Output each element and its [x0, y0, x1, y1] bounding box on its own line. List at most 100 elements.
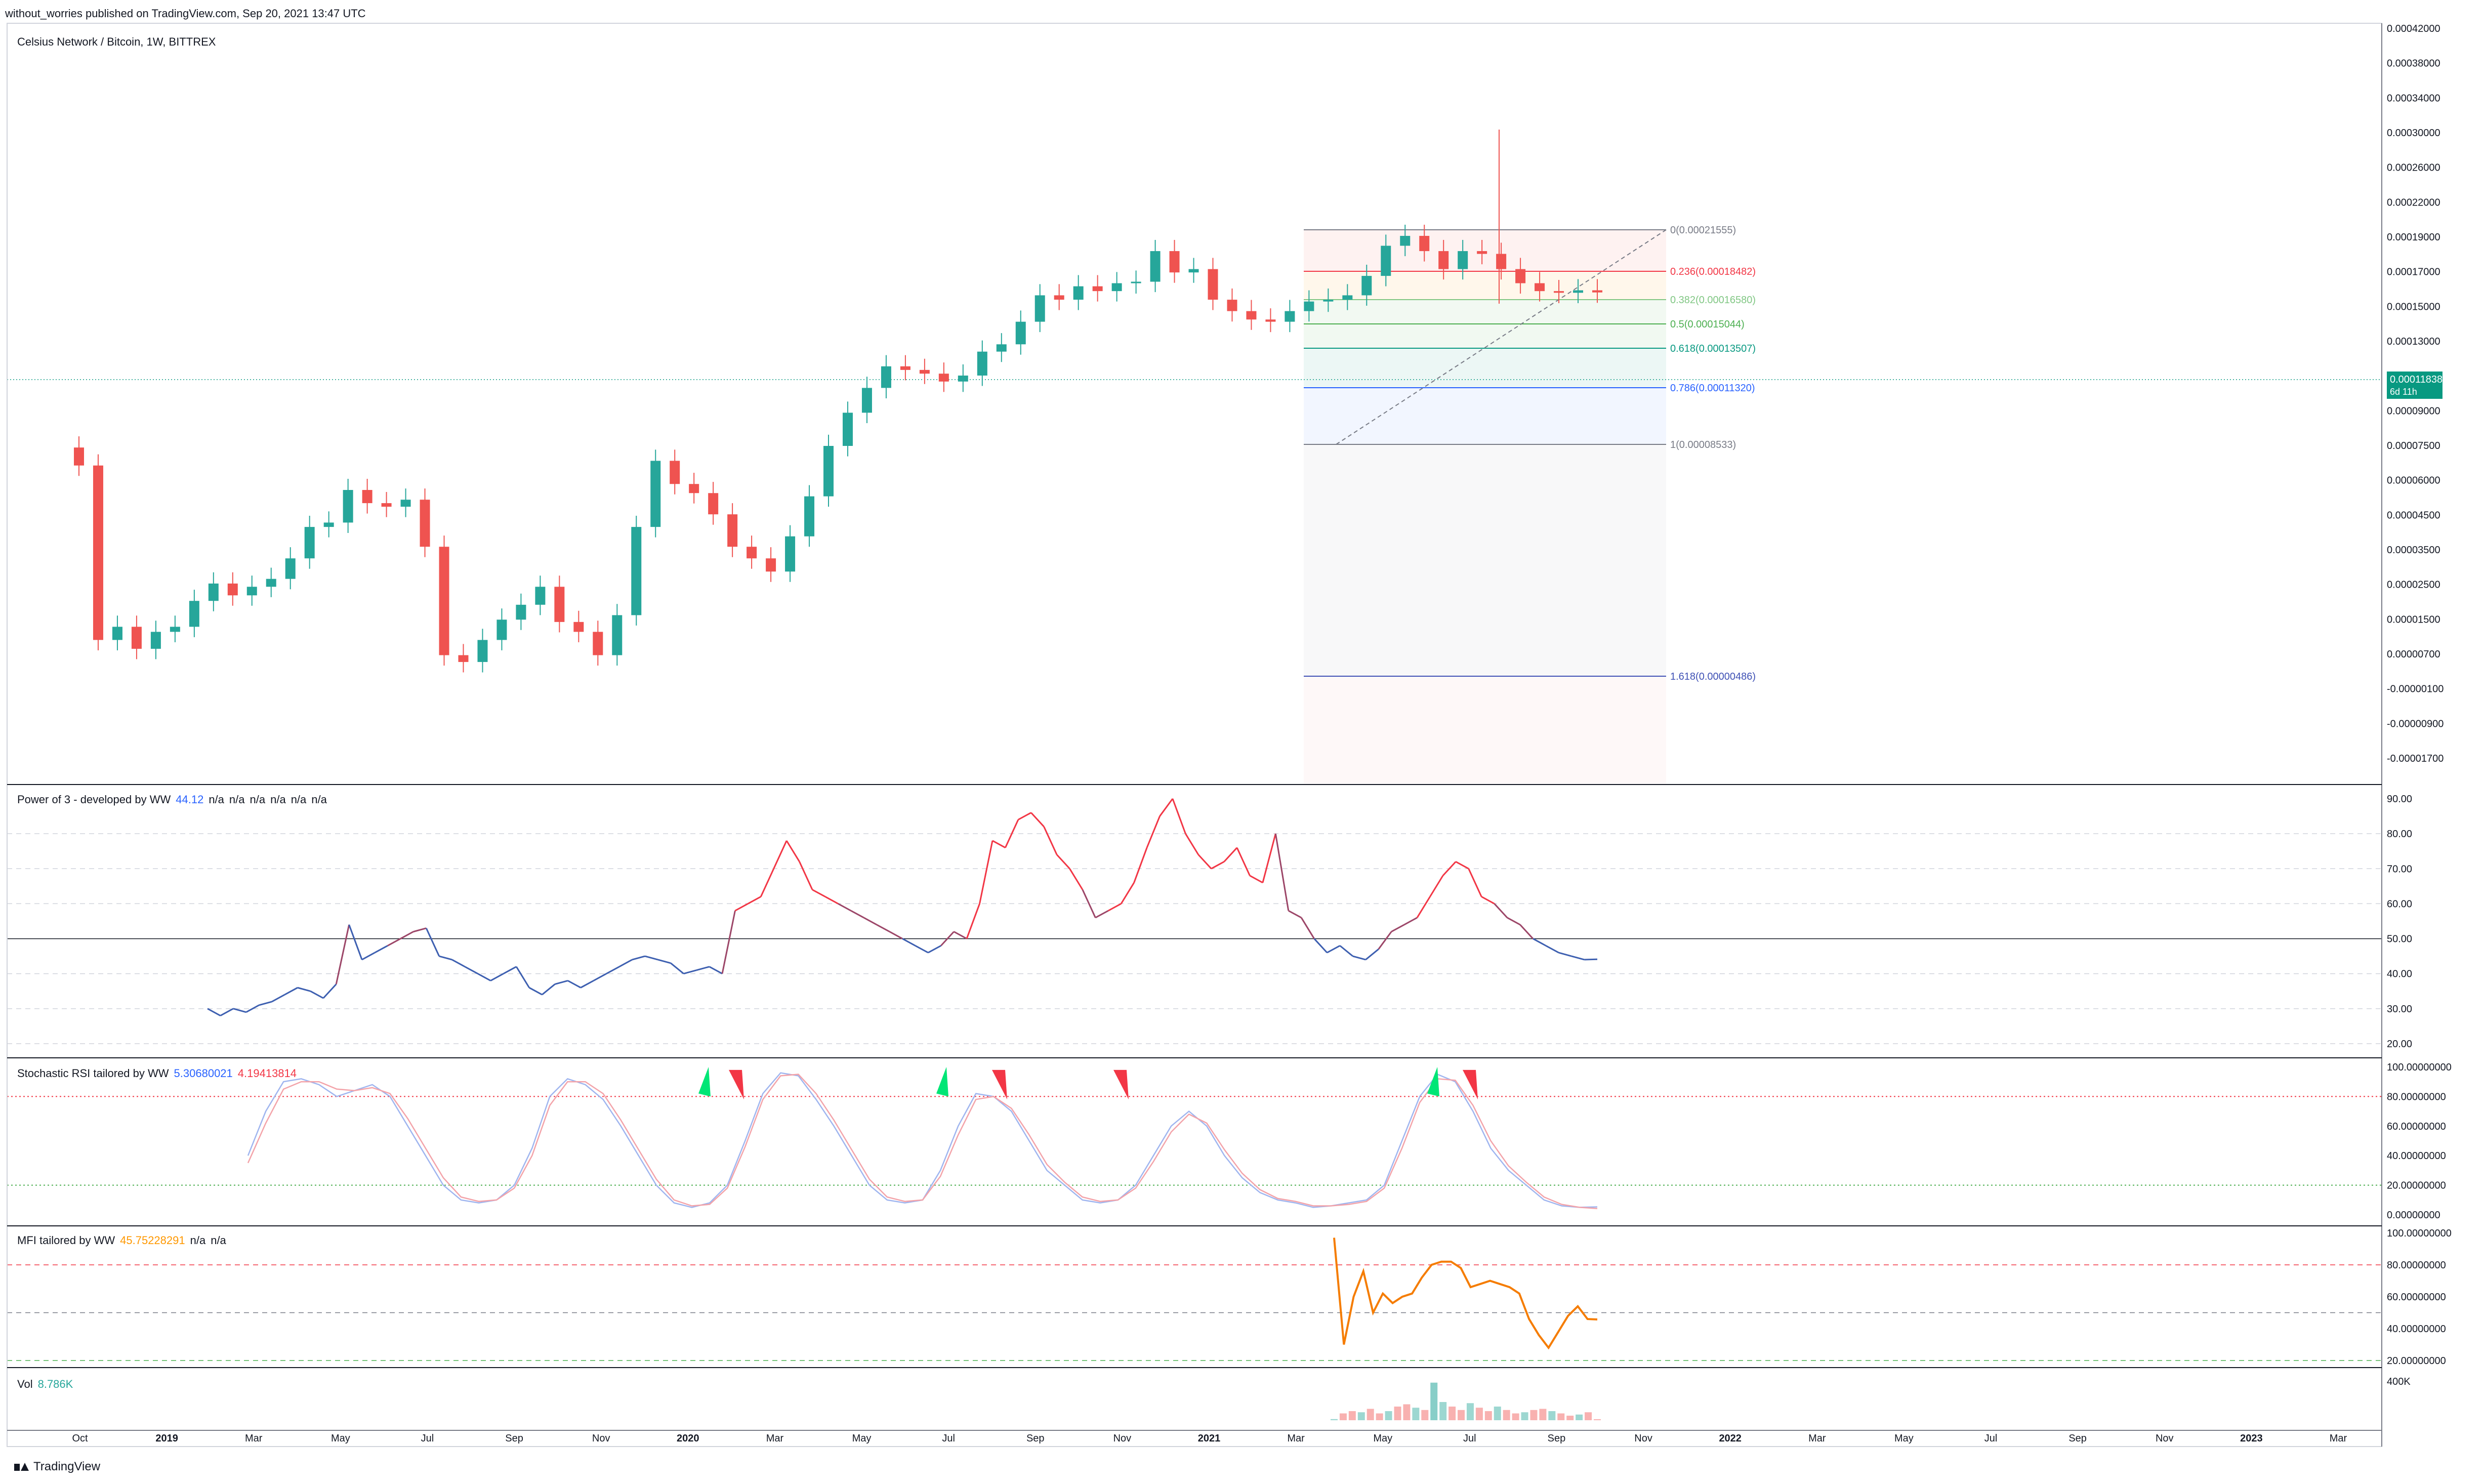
p3-series-segment	[1339, 945, 1353, 957]
candle-body	[631, 527, 642, 615]
p3-series-segment	[1481, 896, 1495, 904]
price-tick-label: -0.00001700	[2387, 753, 2444, 764]
candle-body	[1054, 295, 1064, 300]
vol-bar	[1412, 1408, 1420, 1420]
mfi-value: 45.75228291	[120, 1234, 185, 1247]
candle-body	[996, 344, 1007, 352]
vol-bar	[1421, 1410, 1429, 1420]
p3-series-segment	[1223, 847, 1238, 862]
candle-body	[1092, 286, 1103, 292]
p3-series-segment	[1005, 819, 1019, 848]
mfi-tick-label: 20.00000000	[2387, 1355, 2446, 1367]
p3-series-segment	[785, 840, 800, 862]
candle-body	[900, 366, 910, 370]
p3-series-segment	[799, 861, 813, 890]
time-tick-label: Jul	[421, 1433, 434, 1444]
p3-series-segment	[425, 928, 440, 957]
p3-series-segment	[902, 938, 916, 946]
time-tick-label: Sep	[2068, 1433, 2087, 1444]
tradingview-logo-icon	[14, 1462, 29, 1472]
p3-series-segment	[863, 917, 877, 926]
fib-zone-2	[1304, 300, 1666, 324]
p3-series-segment	[1313, 938, 1328, 954]
stoch-legend: Stochastic RSI tailored by WW 5.30680021 4…	[17, 1067, 297, 1080]
p3-series-segment	[1365, 949, 1379, 961]
price-tick-label: 0.00038000	[2387, 58, 2440, 69]
candle-body	[227, 583, 238, 596]
last-price-box	[2387, 372, 2442, 399]
p3-series-segment	[1146, 816, 1161, 848]
p3-series-segment	[348, 924, 363, 960]
candle-body	[861, 388, 872, 413]
mfi-title: MFI tailored by WW	[17, 1234, 115, 1247]
candle-body	[1208, 269, 1218, 300]
last-price-value: 0.00011838	[2390, 374, 2442, 385]
p3-series-segment	[322, 983, 337, 999]
candle-body	[400, 500, 411, 507]
candles	[74, 130, 1602, 673]
time-tick-label: 2019	[155, 1433, 178, 1444]
p3-series-segment	[207, 1008, 221, 1017]
stoch-tick-label: 0.00000000	[2387, 1210, 2440, 1221]
time-tick-label: Jul	[1984, 1433, 1998, 1444]
fib-label-5: 0.786(0.00011320)	[1670, 383, 1755, 394]
p3-series-segment	[567, 980, 582, 988]
price-tick-label: 0.00022000	[2387, 197, 2440, 208]
p3-series-segment	[1455, 861, 1469, 870]
p3-series-segment	[451, 959, 466, 968]
candle-body	[1015, 321, 1026, 345]
candle-body	[439, 547, 449, 655]
price-tick-label: 0.00002500	[2387, 580, 2440, 591]
p3-series-segment	[657, 959, 671, 964]
p3-series-segment	[1211, 861, 1225, 870]
fib-label-2: 0.382(0.00016580)	[1670, 295, 1756, 306]
p3-series-segment	[400, 931, 414, 939]
p3-series-segment	[1327, 945, 1341, 954]
tradingview-brand[interactable]: TradingView	[14, 1460, 100, 1474]
fib-retracement: 0(0.00021555) 0.236(0.00018482) 0.382(0.00…	[7, 225, 2382, 784]
p3-series-segment	[271, 994, 285, 1003]
p3-series-segment	[824, 896, 839, 904]
price-tick-label: 0.00013000	[2387, 336, 2440, 347]
p3-series-segment	[632, 955, 645, 961]
candle-body	[977, 351, 987, 376]
mfi-tick-label: 60.00000000	[2387, 1292, 2446, 1303]
mfi-tick-label: 80.00000000	[2387, 1260, 2446, 1271]
candle-body	[1227, 300, 1237, 311]
candle-body	[1361, 276, 1372, 296]
stoch-line-k	[247, 1072, 1598, 1208]
candle-body	[1034, 295, 1045, 322]
stoch-cross-up-2	[1427, 1067, 1439, 1097]
time-tick-label: May	[1373, 1433, 1392, 1444]
vol-value: 8.786K	[37, 1378, 73, 1390]
time-tick-label: Sep	[1548, 1433, 1566, 1444]
p3-series-segment	[542, 983, 556, 996]
time-tick-label: Sep	[1026, 1433, 1045, 1444]
p3-tick-label: 20.00	[2387, 1039, 2412, 1050]
p3-series-segment	[1249, 875, 1263, 884]
p3-series-segment	[297, 986, 311, 992]
grid-layer	[7, 833, 2382, 1361]
fib-label-4: 0.618(0.00013507)	[1670, 343, 1756, 354]
price-tick-label: 0.00004500	[2387, 510, 2440, 521]
p3-tick-label: 40.00	[2387, 969, 2412, 980]
p3-series-segment	[1584, 958, 1598, 961]
candle-body	[381, 503, 392, 507]
candle-body	[1285, 311, 1295, 322]
p3-series-segment	[477, 973, 491, 981]
power3-na-2: n/a	[229, 793, 245, 806]
vol-bar	[1566, 1416, 1574, 1420]
price-tick-label: 0.00003500	[2387, 545, 2440, 556]
time-tick-label: Jul	[942, 1433, 955, 1444]
candle-body	[593, 632, 603, 655]
candle-body	[573, 622, 584, 632]
candle-body	[689, 484, 699, 493]
candle-body	[823, 446, 834, 497]
p3-series-segment	[387, 938, 401, 946]
time-tick-label: 2021	[1198, 1433, 1221, 1444]
p3-series-segment	[220, 1008, 234, 1017]
candle-body	[1342, 295, 1353, 300]
p3-series-segment	[1172, 798, 1186, 834]
p3-series-segment	[580, 980, 594, 988]
